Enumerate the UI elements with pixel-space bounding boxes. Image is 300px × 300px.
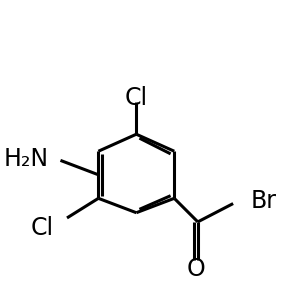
Text: Cl: Cl bbox=[125, 86, 148, 110]
Text: Cl: Cl bbox=[31, 216, 54, 240]
Text: O: O bbox=[187, 257, 206, 281]
Text: H₂N: H₂N bbox=[4, 147, 49, 171]
Text: Br: Br bbox=[250, 189, 276, 213]
